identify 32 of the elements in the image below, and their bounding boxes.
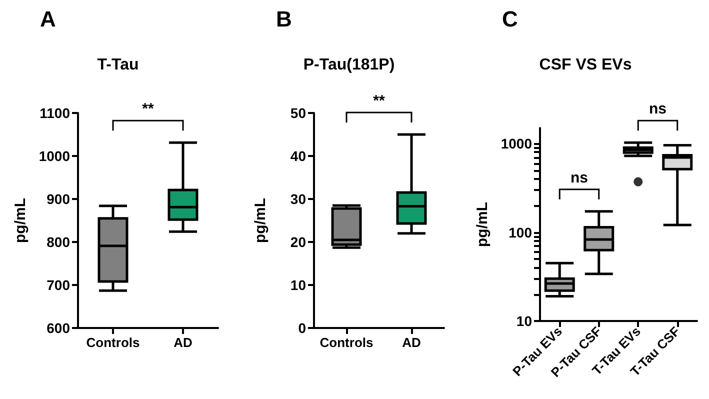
annotation: ** (142, 100, 154, 118)
text: ** (373, 92, 385, 110)
y-tick-label: 100 (508, 224, 532, 240)
y-tick-label: 30 (290, 191, 306, 207)
y-tick-label: 800 (46, 234, 70, 250)
annotation: ns (570, 169, 588, 186)
x-tick-label: Controls (86, 335, 140, 350)
x-tick-label: Controls (320, 335, 374, 350)
y-tick-label: 10 (516, 313, 532, 329)
y-tick-label: 20 (290, 234, 306, 250)
y-axis-title: pg/mL (474, 202, 491, 247)
y-tick-label: 40 (290, 148, 306, 164)
y-tick-label: 700 (46, 277, 70, 293)
chart-title: T-Tau (97, 56, 139, 74)
y-tick-label: 1000 (500, 136, 532, 152)
text: C (502, 6, 518, 32)
y-tick-label: 900 (46, 191, 70, 207)
x-tick-label: AD (402, 335, 421, 350)
y-axis-title: pg/mL (12, 198, 29, 243)
y-tick-label: 600 (46, 320, 70, 336)
text: B (276, 6, 292, 32)
y-tick-label: 1000 (38, 148, 70, 164)
y-axis-title: pg/mL (252, 198, 269, 243)
y-tick-label: 0 (298, 320, 306, 336)
chart-title: CSF VS EVs (539, 56, 632, 74)
y-tick-label: 10 (290, 277, 306, 293)
y-tick-label: 1100 (40, 105, 70, 121)
x-tick-label: AD (174, 335, 192, 350)
text: A (40, 6, 56, 32)
y-tick-label: 50 (290, 105, 306, 121)
text: ns (648, 100, 667, 118)
chart-title: P-Tau(181P) (303, 56, 395, 74)
